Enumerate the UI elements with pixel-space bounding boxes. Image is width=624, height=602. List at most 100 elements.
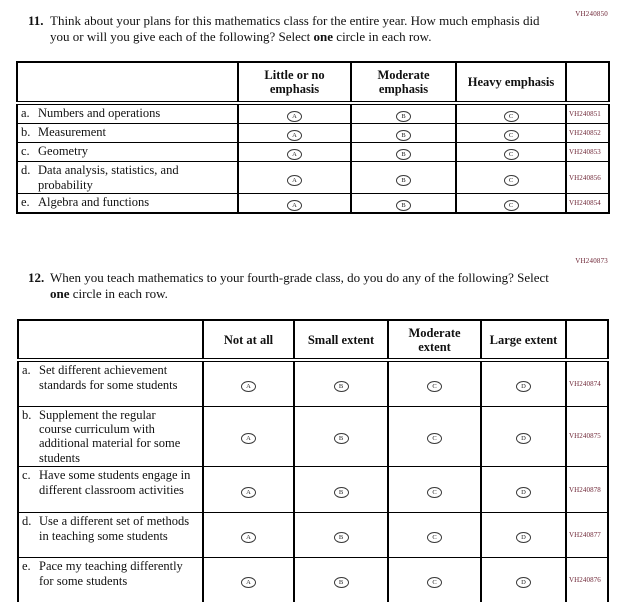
option-cell: A bbox=[202, 359, 295, 407]
row-label: e. bbox=[22, 559, 31, 574]
column-header-small-extent: Small extent bbox=[293, 319, 389, 363]
row-text: Pace my teaching differently for some st… bbox=[39, 559, 183, 588]
answer-circle-d[interactable]: D bbox=[516, 532, 531, 544]
answer-circle-a[interactable]: A bbox=[241, 532, 256, 544]
row-code: VH240852 bbox=[565, 123, 610, 144]
option-cell: C bbox=[455, 192, 567, 214]
option-cell: C bbox=[455, 161, 567, 194]
question-11-number: 11. bbox=[28, 13, 44, 28]
answer-circle-b[interactable]: B bbox=[333, 380, 349, 392]
row-statement: c. Geometry bbox=[16, 142, 239, 163]
option-cell: A bbox=[202, 466, 295, 514]
question-12-text-tail: circle in each row. bbox=[69, 285, 168, 301]
answer-circle-a[interactable]: A bbox=[287, 111, 302, 123]
emphasis-table: Little or no emphasis Moderate emphasis … bbox=[16, 61, 610, 214]
option-cell: D bbox=[480, 405, 567, 468]
option-cell: C bbox=[387, 466, 482, 514]
row-code: VH240875 bbox=[565, 405, 609, 468]
column-header-moderate-extent: Moderate extent bbox=[387, 319, 482, 363]
option-cell: C bbox=[455, 123, 567, 144]
answer-circle-c[interactable]: C bbox=[503, 199, 519, 211]
table-row-supplement-curriculum: b. Supplement the regular course curricul… bbox=[17, 405, 609, 468]
row-label: b. bbox=[21, 125, 31, 140]
answer-circle-c[interactable]: C bbox=[503, 130, 519, 142]
row-text: Algebra and functions bbox=[38, 194, 150, 209]
answer-circle-c[interactable]: C bbox=[503, 174, 519, 186]
option-cell: B bbox=[350, 161, 457, 194]
answer-circle-a[interactable]: A bbox=[287, 149, 302, 161]
row-code: VH240854 bbox=[565, 192, 610, 214]
column-header-not-at-all: Not at all bbox=[202, 319, 295, 363]
row-label: a. bbox=[22, 363, 31, 378]
row-statement: a. Numbers and operations bbox=[16, 102, 239, 125]
row-statement: e. Algebra and functions bbox=[16, 192, 239, 214]
option-cell: C bbox=[387, 512, 482, 559]
question-12-text-lead: When you teach mathematics to your fourt… bbox=[50, 269, 549, 285]
answer-circle-b[interactable]: B bbox=[396, 174, 411, 186]
option-cell: D bbox=[480, 359, 567, 407]
option-cell: C bbox=[387, 557, 482, 602]
answer-circle-a[interactable]: A bbox=[241, 433, 256, 445]
answer-circle-b[interactable]: B bbox=[396, 111, 411, 123]
row-text: Use a different set of methods in teachi… bbox=[39, 514, 190, 543]
row-label: a. bbox=[21, 106, 30, 121]
option-cell: B bbox=[350, 192, 457, 214]
option-cell: C bbox=[455, 142, 567, 163]
answer-circle-b[interactable]: B bbox=[333, 433, 349, 445]
row-text: Set different achievement standards for … bbox=[39, 363, 178, 392]
answer-circle-d[interactable]: D bbox=[516, 486, 531, 498]
option-cell: A bbox=[237, 142, 352, 163]
answer-circle-a[interactable]: A bbox=[241, 576, 256, 588]
question-12-accession-code: VH240873 bbox=[575, 257, 608, 265]
option-cell: A bbox=[237, 123, 352, 144]
row-code: VH240874 bbox=[565, 359, 609, 407]
column-header-little-or-no-emphasis: Little or no emphasis bbox=[237, 61, 352, 106]
answer-circle-c[interactable]: C bbox=[427, 433, 442, 445]
question-11-text-tail: circle in each row. bbox=[333, 28, 432, 44]
option-cell: C bbox=[455, 102, 567, 125]
answer-circle-b[interactable]: B bbox=[396, 130, 411, 142]
row-label: c. bbox=[22, 468, 31, 483]
answer-circle-c[interactable]: C bbox=[427, 532, 442, 544]
option-cell: D bbox=[480, 466, 567, 514]
answer-circle-c[interactable]: C bbox=[503, 111, 519, 123]
answer-circle-b[interactable]: B bbox=[333, 486, 349, 498]
option-cell: D bbox=[480, 512, 567, 559]
answer-circle-c[interactable]: C bbox=[427, 380, 442, 392]
answer-circle-c[interactable]: C bbox=[427, 486, 442, 498]
answer-circle-b[interactable]: B bbox=[396, 199, 411, 211]
row-code: VH240853 bbox=[565, 142, 610, 163]
question-12-text-bold: one bbox=[50, 285, 70, 301]
answer-circle-d[interactable]: D bbox=[516, 576, 531, 588]
answer-circle-a[interactable]: A bbox=[287, 199, 302, 211]
row-statement: b. Measurement bbox=[16, 123, 239, 144]
answer-circle-c[interactable]: C bbox=[427, 576, 442, 588]
answer-circle-a[interactable]: A bbox=[241, 380, 256, 392]
answer-circle-c[interactable]: C bbox=[503, 149, 519, 161]
row-text: Data analysis, statistics, and probabili… bbox=[38, 163, 179, 192]
answer-circle-b[interactable]: B bbox=[333, 532, 349, 544]
answer-circle-b[interactable]: B bbox=[333, 576, 349, 588]
question-12-text: When you teach mathematics to your fourt… bbox=[50, 270, 552, 301]
row-text: Have some students engage in different c… bbox=[39, 468, 191, 497]
row-label: d. bbox=[21, 163, 31, 178]
row-statement: b. Supplement the regular course curricul… bbox=[17, 405, 204, 468]
answer-circle-a[interactable]: A bbox=[287, 174, 302, 186]
row-code: VH240856 bbox=[565, 161, 610, 194]
option-cell: A bbox=[237, 192, 352, 214]
answer-circle-a[interactable]: A bbox=[241, 486, 256, 498]
header-empty-code bbox=[565, 319, 609, 363]
emphasis-table-header-row: Little or no emphasis Moderate emphasis … bbox=[16, 61, 610, 106]
column-header-heavy-emphasis: Heavy emphasis bbox=[455, 61, 567, 106]
option-cell: B bbox=[293, 405, 389, 468]
table-row-geometry: c. Geometry A B C VH240853 bbox=[16, 142, 610, 163]
answer-circle-b[interactable]: B bbox=[396, 149, 411, 161]
answer-circle-d[interactable]: D bbox=[516, 433, 531, 445]
answer-circle-d[interactable]: D bbox=[516, 380, 531, 392]
answer-circle-a[interactable]: A bbox=[287, 130, 302, 142]
row-label: c. bbox=[21, 144, 30, 159]
row-statement: d. Data analysis, statistics, and probabi… bbox=[16, 161, 239, 194]
option-cell: B bbox=[293, 466, 389, 514]
extent-table-header-row: Not at all Small extent Moderate extent … bbox=[17, 319, 609, 363]
